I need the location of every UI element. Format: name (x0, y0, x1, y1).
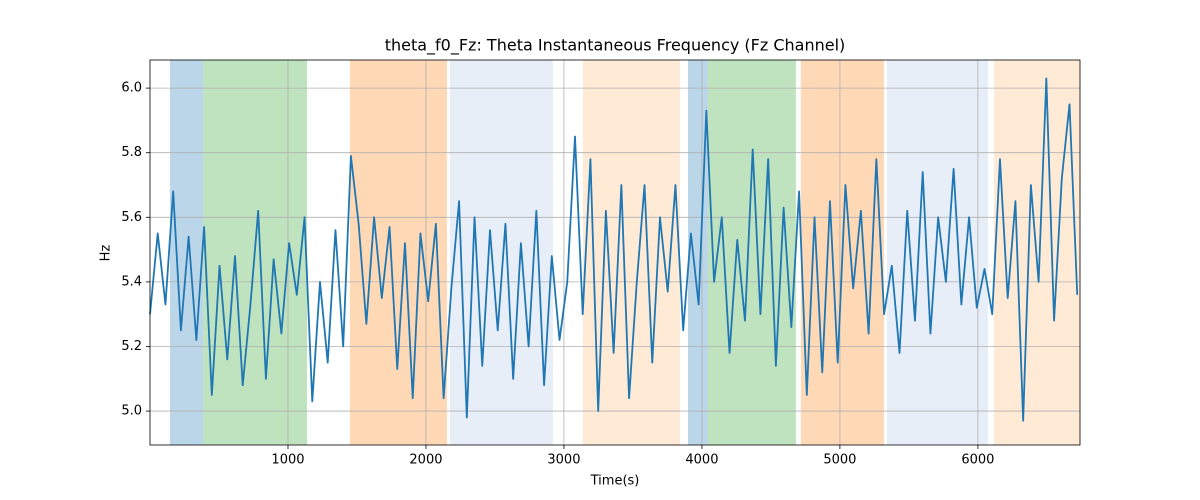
x-tick-label: 6000 (961, 453, 994, 468)
y-tick-label: 6.0 (121, 81, 142, 96)
x-tick-label: 3000 (547, 453, 580, 468)
chart-title: theta_f0_Fz: Theta Instantaneous Frequen… (385, 36, 846, 56)
shaded-span (449, 60, 553, 445)
data-line (149, 77, 1079, 422)
shaded-span (886, 60, 988, 445)
x-tick-label: 2000 (409, 453, 442, 468)
axes-frame (149, 59, 1081, 446)
shaded-span (349, 60, 447, 445)
y-tick-label: 5.6 (121, 210, 142, 225)
plot-area (149, 60, 1080, 445)
y-axis-label: Hz (99, 245, 114, 262)
y-tick-label: 5.8 (121, 145, 142, 160)
y-tick-label: 5.2 (121, 339, 142, 354)
x-axis-label: Time(s) (590, 474, 640, 489)
shaded-span (687, 60, 708, 445)
x-tick-label: 1000 (271, 453, 304, 468)
x-tick-label: 5000 (823, 453, 856, 468)
shaded-span (707, 60, 796, 445)
x-tick-label: 4000 (685, 453, 718, 468)
y-tick-label: 5.4 (121, 274, 142, 289)
y-tick-label: 5.0 (121, 404, 142, 419)
